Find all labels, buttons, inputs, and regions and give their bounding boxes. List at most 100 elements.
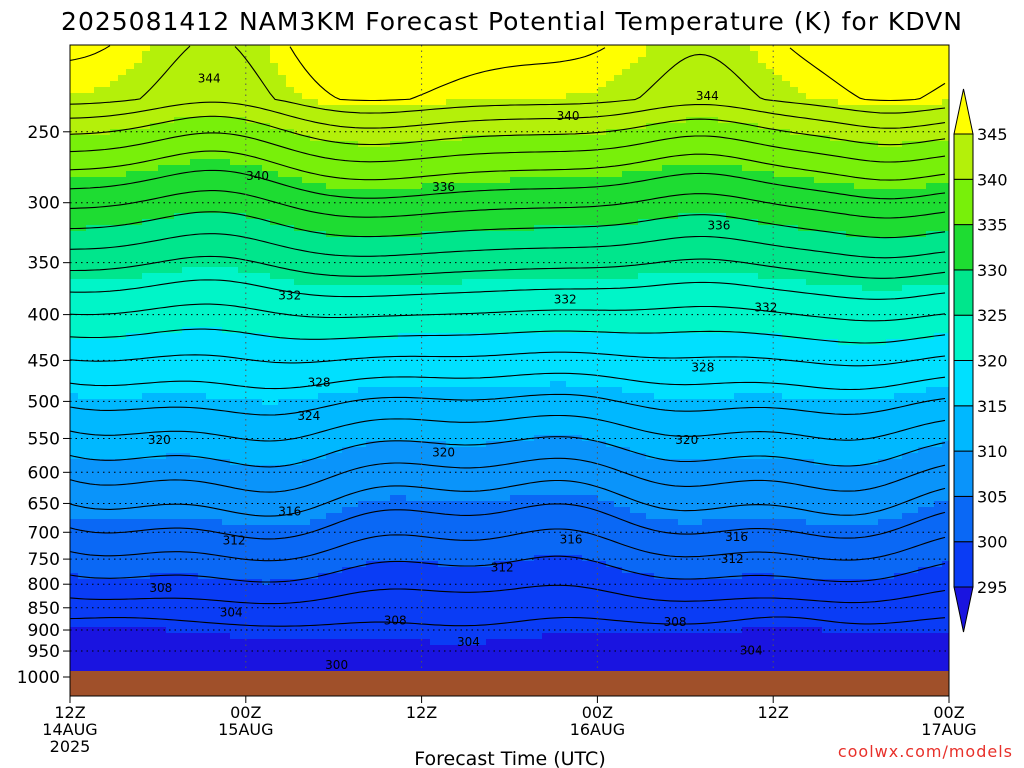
field-cell bbox=[254, 45, 263, 52]
field-cell bbox=[894, 267, 903, 274]
field-cell bbox=[654, 267, 663, 274]
field-cell bbox=[766, 105, 775, 112]
field-cell bbox=[382, 255, 391, 262]
field-cell bbox=[214, 87, 223, 94]
field-cell bbox=[734, 267, 743, 274]
field-cell bbox=[582, 231, 591, 238]
field-cell bbox=[382, 261, 391, 268]
field-cell bbox=[742, 231, 751, 238]
field-cell bbox=[214, 183, 223, 190]
field-cell bbox=[486, 93, 495, 100]
field-cell bbox=[694, 291, 703, 298]
field-cell bbox=[766, 45, 775, 52]
field-cell bbox=[926, 87, 935, 94]
field-cell bbox=[70, 315, 79, 322]
field-cell bbox=[358, 57, 367, 64]
field-cell bbox=[526, 111, 535, 118]
field-cell bbox=[318, 99, 327, 106]
field-cell bbox=[478, 159, 487, 166]
field-cell bbox=[654, 261, 663, 268]
field-cell bbox=[366, 147, 375, 154]
field-cell bbox=[110, 225, 119, 232]
field-cell bbox=[734, 87, 743, 94]
field-cell bbox=[742, 255, 751, 262]
field-cell bbox=[702, 123, 711, 130]
field-cell bbox=[790, 111, 799, 118]
field-cell bbox=[790, 93, 799, 100]
field-cell bbox=[806, 81, 815, 88]
field-cell bbox=[894, 93, 903, 100]
field-cell bbox=[806, 135, 815, 142]
field-cell bbox=[502, 201, 511, 208]
field-cell bbox=[790, 207, 799, 214]
field-cell bbox=[694, 75, 703, 82]
field-cell bbox=[886, 165, 895, 172]
field-cell bbox=[894, 147, 903, 154]
field-cell bbox=[462, 219, 471, 226]
field-cell bbox=[70, 303, 79, 310]
field-cell bbox=[454, 309, 463, 316]
field-cell bbox=[838, 225, 847, 232]
field-cell bbox=[894, 87, 903, 94]
field-cell bbox=[910, 117, 919, 124]
field-cell bbox=[502, 45, 511, 52]
field-cell bbox=[806, 309, 815, 316]
field-cell bbox=[438, 285, 447, 292]
field-cell bbox=[238, 87, 247, 94]
field-cell bbox=[270, 237, 279, 244]
field-cell bbox=[430, 129, 439, 136]
field-cell bbox=[398, 267, 407, 274]
field-cell bbox=[406, 171, 415, 178]
field-cell bbox=[262, 249, 271, 256]
field-cell bbox=[254, 81, 263, 88]
field-cell bbox=[118, 291, 127, 298]
field-cell bbox=[758, 51, 767, 58]
field-cell bbox=[198, 297, 207, 304]
field-cell bbox=[926, 135, 935, 142]
field-cell bbox=[918, 225, 927, 232]
field-cell bbox=[294, 183, 303, 190]
field-cell bbox=[118, 45, 127, 52]
field-cell bbox=[166, 147, 175, 154]
field-cell bbox=[78, 243, 87, 250]
field-cell bbox=[478, 87, 487, 94]
field-cell bbox=[374, 45, 383, 52]
field-cell bbox=[286, 309, 295, 316]
field-cell bbox=[590, 135, 599, 142]
field-cell bbox=[550, 207, 559, 214]
field-cell bbox=[870, 177, 879, 184]
field-cell bbox=[318, 231, 327, 238]
field-cell bbox=[142, 75, 151, 82]
field-cell bbox=[534, 243, 543, 250]
field-cell bbox=[286, 63, 295, 70]
field-cell bbox=[526, 219, 535, 226]
field-cell bbox=[590, 105, 599, 112]
field-cell bbox=[158, 93, 167, 100]
field-cell bbox=[870, 309, 879, 316]
field-cell bbox=[710, 87, 719, 94]
field-cell bbox=[782, 249, 791, 256]
field-cell bbox=[246, 81, 255, 88]
field-cell bbox=[454, 213, 463, 220]
field-cell bbox=[942, 87, 949, 94]
field-cell bbox=[510, 279, 519, 286]
field-cell bbox=[254, 105, 263, 112]
field-cell bbox=[302, 309, 311, 316]
field-cell bbox=[742, 213, 751, 220]
field-cell bbox=[526, 51, 535, 58]
field-cell bbox=[878, 273, 887, 280]
field-cell bbox=[70, 111, 79, 118]
field-cell bbox=[694, 81, 703, 88]
field-cell bbox=[566, 51, 575, 58]
field-cell bbox=[574, 231, 583, 238]
field-cell bbox=[318, 45, 327, 52]
field-cell bbox=[542, 75, 551, 82]
field-cell bbox=[790, 279, 799, 286]
field-cell bbox=[830, 105, 839, 112]
field-cell bbox=[670, 117, 679, 124]
field-cell bbox=[654, 213, 663, 220]
field-cell bbox=[582, 309, 591, 316]
field-cell bbox=[822, 207, 831, 214]
field-cell bbox=[926, 225, 935, 232]
field-cell bbox=[286, 279, 295, 286]
